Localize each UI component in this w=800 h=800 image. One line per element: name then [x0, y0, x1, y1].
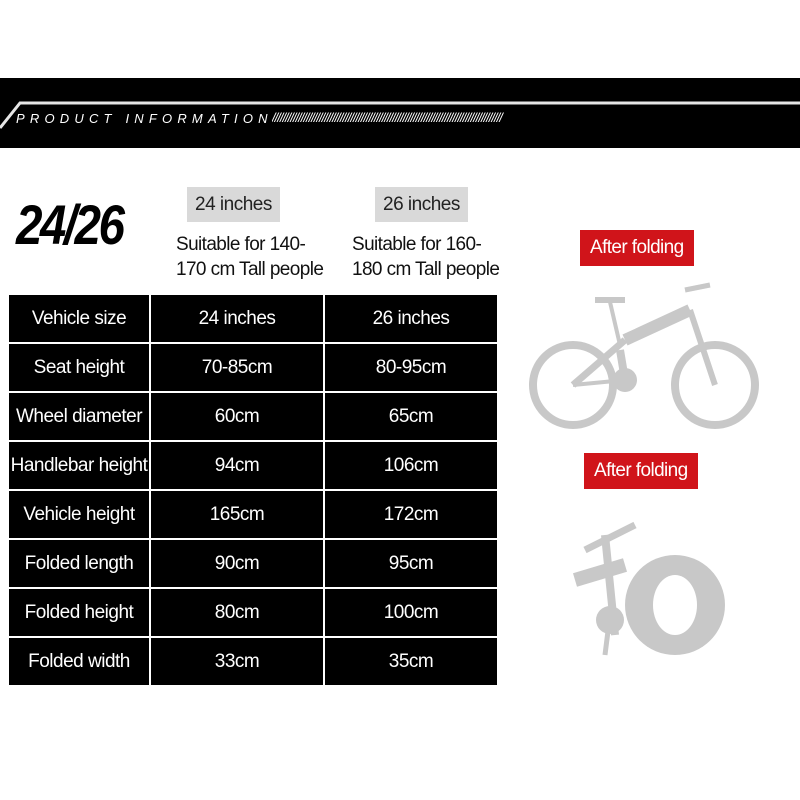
headline-size: 24/26	[16, 193, 125, 256]
size-tag-26: 26 inches	[375, 187, 468, 222]
spec-label: Vehicle size	[7, 293, 151, 344]
banner-hatch: ////////////////////////////////////////…	[272, 110, 503, 125]
spec-label: Wheel diameter	[7, 391, 151, 442]
value-24: 24 inches	[149, 293, 325, 344]
table-row: Vehicle height 165cm 172cm	[7, 489, 499, 540]
bike-folded-image	[572, 521, 725, 656]
value-24: 70-85cm	[149, 342, 325, 393]
table-row: Folded height 80cm 100cm	[7, 587, 499, 638]
table-row: Wheel diameter 60cm 65cm	[7, 391, 499, 442]
table-row: Folded length 90cm 95cm	[7, 538, 499, 589]
value-26: 95cm	[323, 538, 499, 589]
value-26: 65cm	[323, 391, 499, 442]
value-26: 26 inches	[323, 293, 499, 344]
after-folding-label-1: After folding	[580, 230, 694, 266]
product-information-banner: PRODUCT INFORMATION ////////////////////…	[0, 78, 800, 148]
value-24: 60cm	[149, 391, 325, 442]
bike-unfolded-image	[529, 282, 759, 429]
banner-line-decoration	[0, 101, 800, 129]
suitable-24-line1: Suitable for 140-	[176, 234, 306, 255]
value-26: 106cm	[323, 440, 499, 491]
spec-label: Folded height	[7, 587, 151, 638]
value-26: 172cm	[323, 489, 499, 540]
suitable-24: Suitable for 140- 170 cm Tall people	[176, 232, 324, 282]
value-26: 35cm	[323, 636, 499, 687]
spec-label: Seat height	[7, 342, 151, 393]
value-24: 90cm	[149, 538, 325, 589]
spec-table: Vehicle size 24 inches 26 inches Seat heigh…	[7, 293, 499, 687]
suitable-26-line1: Suitable for 160-	[352, 234, 482, 255]
suitable-24-line2: 170 cm Tall people	[176, 259, 324, 280]
value-26: 100cm	[323, 587, 499, 638]
value-24: 80cm	[149, 587, 325, 638]
spec-label: Folded length	[7, 538, 151, 589]
suitable-26-line2: 180 cm Tall people	[352, 259, 500, 280]
table-row: Folded width 33cm 35cm	[7, 636, 499, 687]
size-tag-24: 24 inches	[187, 187, 280, 222]
table-row: Seat height 70-85cm 80-95cm	[7, 342, 499, 393]
value-24: 33cm	[149, 636, 325, 687]
banner-title: PRODUCT INFORMATION	[16, 111, 273, 126]
spec-label: Vehicle height	[7, 489, 151, 540]
value-26: 80-95cm	[323, 342, 499, 393]
spec-label: Handlebar height	[7, 440, 151, 491]
spec-label: Folded width	[7, 636, 151, 687]
suitable-26: Suitable for 160- 180 cm Tall people	[352, 232, 500, 282]
value-24: 94cm	[149, 440, 325, 491]
table-row: Handlebar height 94cm 106cm	[7, 440, 499, 491]
value-24: 165cm	[149, 489, 325, 540]
after-folding-label-2: After folding	[584, 453, 698, 489]
table-row: Vehicle size 24 inches 26 inches	[7, 293, 499, 344]
